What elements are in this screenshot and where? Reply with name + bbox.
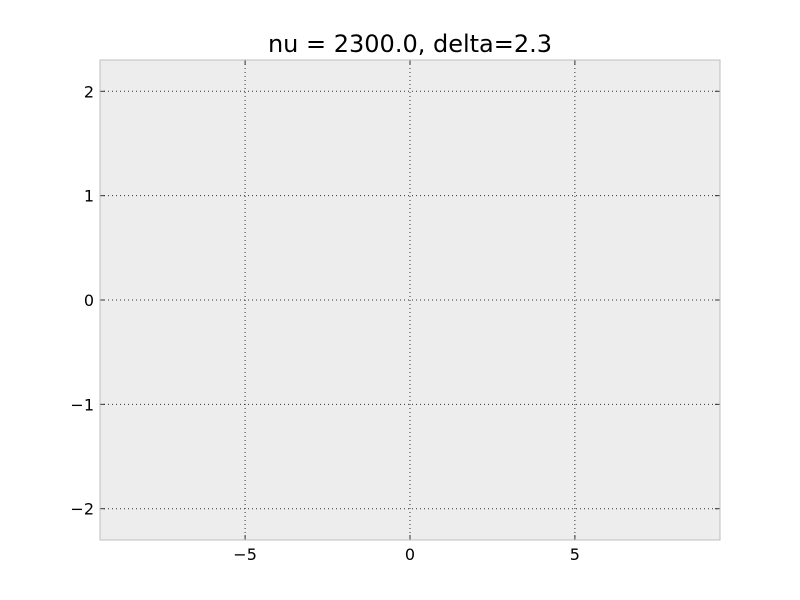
y-tick-label: 2 <box>84 82 94 101</box>
x-tick-label: −5 <box>233 545 257 564</box>
chart-title: nu = 2300.0, delta=2.3 <box>268 30 552 58</box>
x-tick-label: 5 <box>570 545 580 564</box>
y-tick-label: 0 <box>84 291 94 310</box>
x-tick-label: 0 <box>405 545 415 564</box>
y-tick-label: 1 <box>84 187 94 206</box>
plot-frame <box>99 59 721 541</box>
grid-layer <box>100 60 720 540</box>
y-tick-label: −1 <box>70 395 94 414</box>
ticks-layer: −5 0 5 2 1 0 −1 −2 <box>70 60 720 564</box>
y-tick-label: −2 <box>70 500 94 519</box>
